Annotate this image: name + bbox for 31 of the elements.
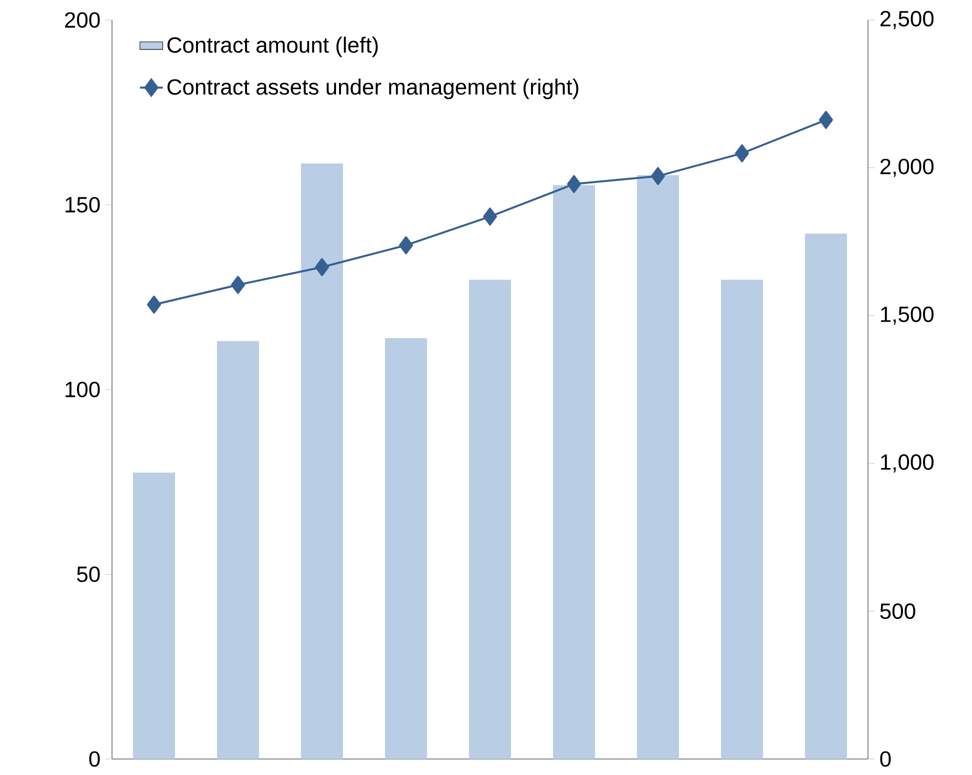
y2-tick-label: 0 <box>880 751 891 767</box>
point <box>315 258 330 276</box>
point <box>147 296 162 314</box>
bar <box>636 175 679 759</box>
y2-tick-label: 1,500 <box>881 306 934 325</box>
y2-tick-label: 2,500 <box>880 10 934 30</box>
point <box>483 208 497 226</box>
point <box>650 167 665 186</box>
bar <box>552 185 595 759</box>
point <box>231 276 246 294</box>
y-tick-label: 200 <box>65 12 100 28</box>
y2-tick-label: 2,000 <box>880 158 934 177</box>
legend-label: Contract assets under management (right) <box>167 78 578 100</box>
bar <box>720 280 763 759</box>
point <box>734 144 749 162</box>
y-tick-label: 0 <box>89 751 100 767</box>
bar <box>468 280 511 759</box>
bar <box>301 163 343 759</box>
y2-tick-label: 500 <box>880 603 916 619</box>
y2-tick-label: 1,000 <box>881 454 934 472</box>
y-tick-label: 100 <box>66 382 100 398</box>
point <box>566 175 581 194</box>
bar <box>217 341 259 759</box>
bar <box>133 472 176 759</box>
legend-label: Contract amount (left) <box>167 36 378 58</box>
bar <box>804 234 847 759</box>
point <box>399 236 413 254</box>
bar <box>385 338 427 759</box>
point <box>818 110 833 129</box>
y-tick-label: 50 <box>77 566 100 582</box>
y-tick-label: 150 <box>66 196 100 213</box>
